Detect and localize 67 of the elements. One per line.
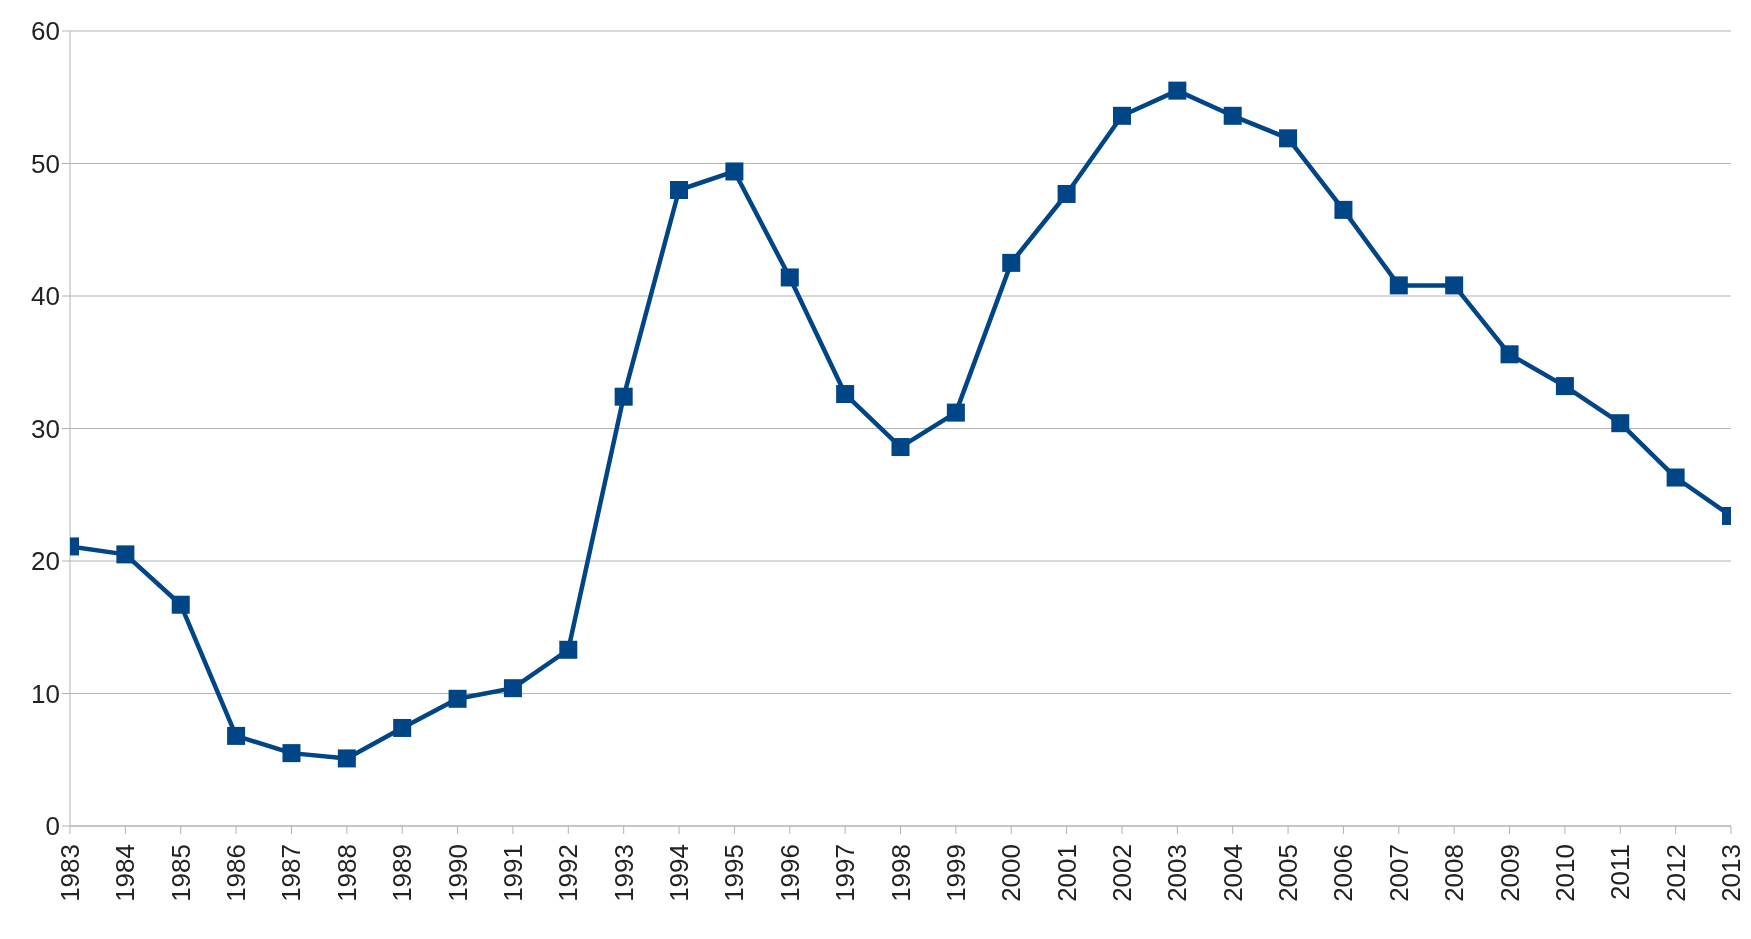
point (393, 718, 412, 737)
point (1168, 81, 1187, 100)
point (559, 640, 578, 659)
x-tick-label: 2012 (1660, 844, 1691, 902)
point (1611, 414, 1630, 433)
point (670, 181, 689, 199)
point (1445, 276, 1464, 295)
x-tick-label: 1994 (664, 844, 695, 902)
y-tick-label: 30 (31, 413, 60, 444)
point (1666, 468, 1685, 487)
x-tick-label: 2010 (1549, 844, 1580, 902)
x-tick-label: 2013 (1716, 844, 1746, 902)
point (1334, 200, 1353, 219)
point (448, 689, 467, 708)
x-tick-label: 1983 (55, 844, 85, 902)
point (1057, 184, 1076, 203)
x-tick-label: 2000 (996, 844, 1027, 902)
point (1223, 106, 1242, 125)
x-tick-label: 1990 (442, 844, 473, 902)
y-tick-label: 50 (31, 148, 60, 179)
x-tick-label: 2001 (1051, 844, 1082, 902)
x-tick-label: 2009 (1494, 844, 1525, 902)
x-tick-label: 2007 (1383, 844, 1414, 902)
point (725, 162, 744, 181)
x-tick-label: 1986 (221, 844, 252, 902)
x-tick-label: 1995 (719, 844, 750, 902)
x-tick-label: 1997 (830, 844, 861, 902)
point (780, 268, 799, 287)
x-tick-label: 1984 (110, 844, 141, 902)
y-tick-label: 40 (31, 281, 60, 312)
point (1389, 276, 1408, 295)
x-tick-label: 1987 (276, 844, 307, 902)
point (116, 545, 135, 564)
point (614, 387, 633, 406)
x-tick-label: 1991 (497, 844, 528, 902)
x-tick-label: 2002 (1106, 844, 1137, 902)
point (227, 726, 246, 745)
point (1112, 106, 1131, 125)
point (1002, 253, 1021, 272)
point (891, 438, 910, 457)
y-tick-label: 60 (31, 16, 60, 47)
x-tick-label: 1985 (165, 844, 196, 902)
point (836, 385, 855, 404)
point (337, 749, 356, 768)
point (946, 403, 965, 422)
point (1555, 377, 1574, 396)
y-tick-label: 0 (45, 811, 60, 842)
x-tick-label: 2008 (1439, 844, 1470, 902)
x-tick-label: 1998 (885, 844, 916, 902)
point (171, 595, 190, 614)
x-tick-label: 1993 (608, 844, 639, 902)
x-tick-label: 2011 (1605, 844, 1636, 900)
point (1279, 129, 1298, 148)
point (503, 679, 522, 698)
x-tick-label: 2006 (1328, 844, 1359, 902)
x-tick-label: 1999 (940, 844, 971, 902)
point (1500, 345, 1519, 364)
x-tick-label: 2003 (1162, 844, 1193, 902)
y-tick-label: 10 (31, 678, 60, 709)
x-tick-label: 2004 (1217, 844, 1248, 902)
x-tick-label: 2005 (1273, 844, 1304, 902)
x-tick-label: 1992 (553, 844, 584, 902)
y-tick-label: 20 (31, 546, 60, 577)
x-tick-label: 1996 (774, 844, 805, 902)
x-tick-label: 1989 (387, 844, 418, 902)
point (282, 744, 301, 763)
x-tick-label: 1988 (331, 844, 362, 902)
